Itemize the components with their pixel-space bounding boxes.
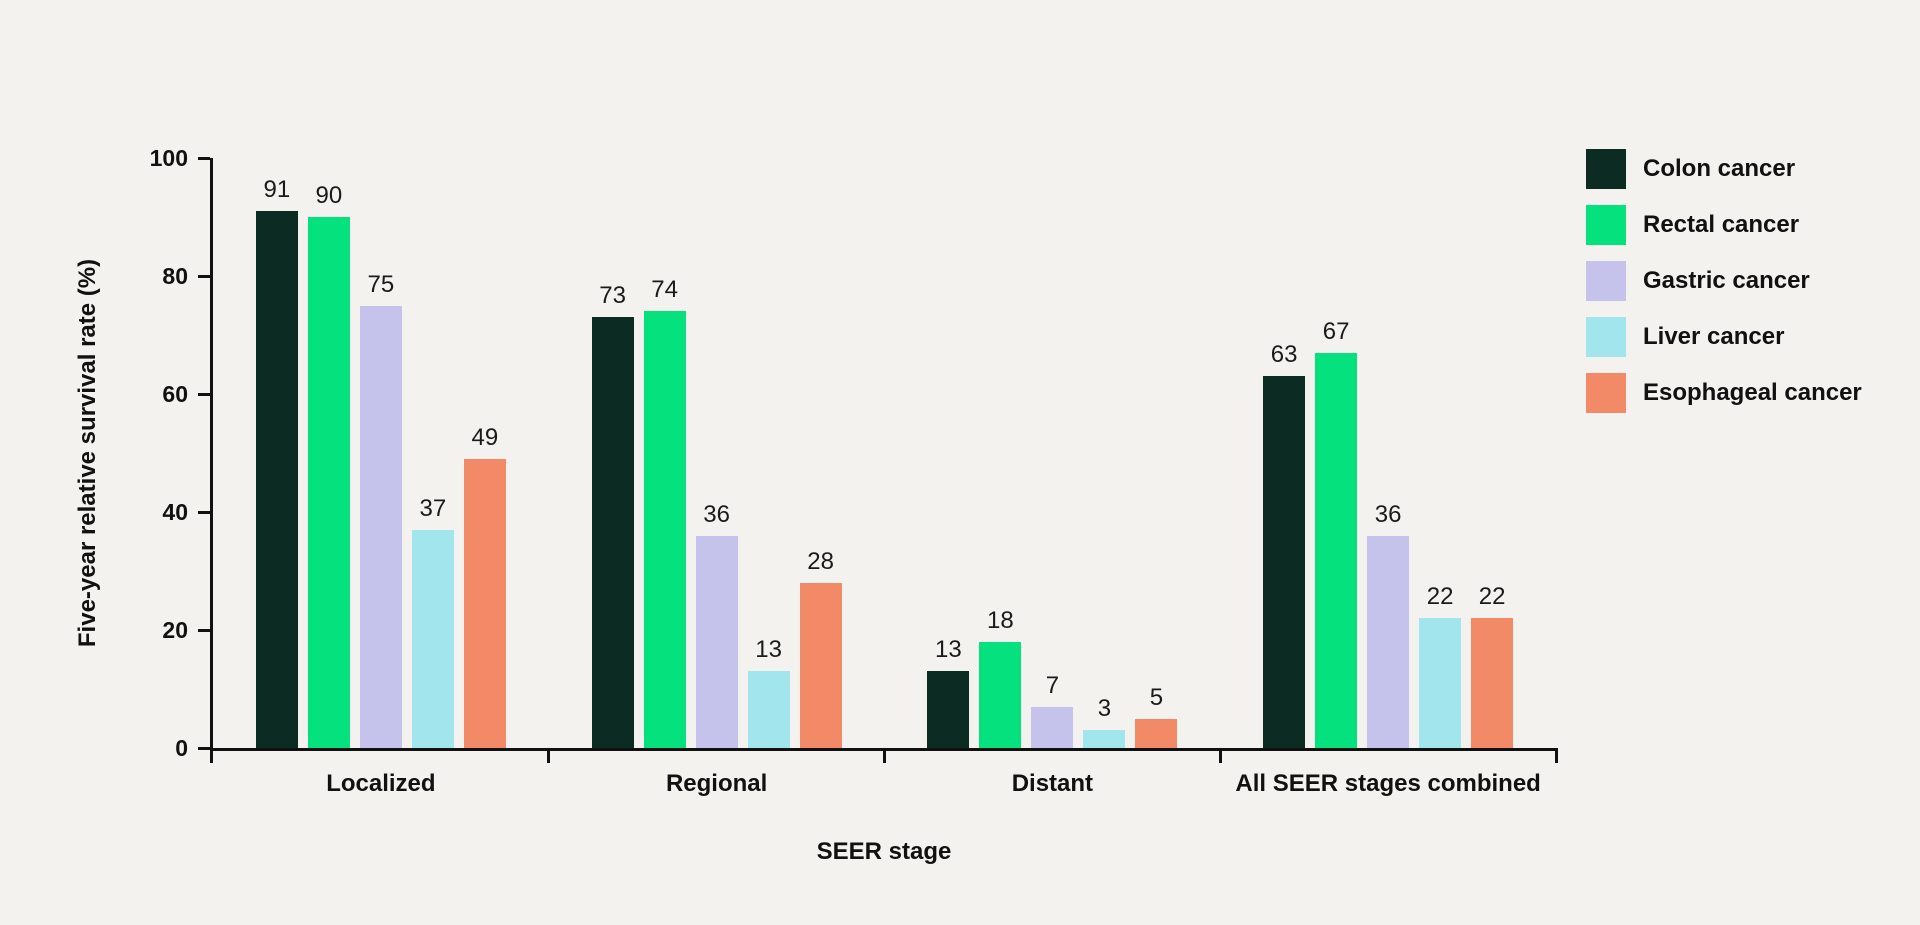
bar-value-label: 36 bbox=[1374, 500, 1402, 528]
bar-colon-cancer-all-seer-stages-combined bbox=[1263, 376, 1306, 748]
bar-value-label: 13 bbox=[935, 636, 962, 664]
legend-label: Gastric cancer bbox=[1643, 267, 1810, 294]
bar-value-label: 3 bbox=[1097, 695, 1112, 723]
bar-liver-cancer-all-seer-stages-combined bbox=[1419, 618, 1462, 748]
bar-liver-cancer-localized bbox=[411, 529, 454, 748]
legend-item: Liver cancer bbox=[1586, 317, 1916, 357]
y-tick-label: 80 bbox=[162, 263, 188, 289]
bar-value-label: 22 bbox=[1426, 583, 1454, 611]
legend-swatch bbox=[1586, 149, 1626, 189]
bar-value-label: 36 bbox=[703, 500, 730, 528]
bar-colon-cancer-distant bbox=[927, 671, 970, 748]
y-tick-label: 60 bbox=[162, 381, 188, 407]
bar-value-label: 13 bbox=[755, 636, 782, 664]
x-category-label: All SEER stages combined bbox=[1235, 770, 1541, 797]
y-tick bbox=[198, 746, 210, 750]
bar-value-label: 22 bbox=[1478, 583, 1506, 611]
y-tick-label: 40 bbox=[162, 499, 188, 525]
legend-item: Rectal cancer bbox=[1586, 205, 1916, 245]
legend-label: Rectal cancer bbox=[1643, 211, 1800, 238]
x-category-label: Regional bbox=[665, 770, 768, 797]
bar-gastric-cancer-regional bbox=[695, 535, 738, 748]
bar-liver-cancer-distant bbox=[1083, 730, 1126, 748]
legend: Colon cancer Rectal cancer Gastric cancer L… bbox=[1586, 149, 1916, 429]
legend-label: Esophageal cancer bbox=[1643, 379, 1862, 406]
bar-value-label: 74 bbox=[651, 276, 678, 304]
bar-value-label: 63 bbox=[1270, 341, 1298, 369]
bar-rectal-cancer-distant bbox=[979, 641, 1022, 748]
legend-label: Colon cancer bbox=[1643, 155, 1796, 182]
bar-value-label: 18 bbox=[987, 606, 1014, 634]
x-tick bbox=[547, 748, 551, 763]
legend-item: Colon cancer bbox=[1586, 149, 1916, 189]
bar-esophageal-cancer-regional bbox=[799, 582, 842, 748]
x-tick bbox=[1554, 748, 1558, 763]
legend-item: Esophageal cancer bbox=[1586, 373, 1916, 413]
bar-rectal-cancer-all-seer-stages-combined bbox=[1315, 352, 1358, 748]
y-tick bbox=[198, 510, 210, 514]
bar-liver-cancer-regional bbox=[747, 671, 790, 748]
bar-value-label: 75 bbox=[367, 270, 395, 298]
y-tick bbox=[198, 392, 210, 396]
bar-rectal-cancer-regional bbox=[643, 311, 686, 748]
bar-value-label: 28 bbox=[807, 547, 834, 575]
x-tick bbox=[883, 748, 886, 763]
bar-gastric-cancer-distant bbox=[1031, 706, 1074, 748]
x-axis-title: SEER stage bbox=[816, 838, 952, 865]
bar-value-label: 49 bbox=[471, 423, 499, 451]
legend-label: Liver cancer bbox=[1643, 323, 1785, 350]
y-tick-label: 20 bbox=[162, 617, 188, 643]
x-tick bbox=[1218, 748, 1222, 763]
legend-swatch bbox=[1586, 261, 1626, 301]
legend-swatch bbox=[1586, 205, 1626, 245]
y-tick-label: 0 bbox=[175, 735, 188, 761]
legend-item: Gastric cancer bbox=[1586, 261, 1916, 301]
bar-value-label: 37 bbox=[419, 494, 447, 522]
bar-value-label: 90 bbox=[315, 182, 343, 209]
x-tick bbox=[210, 748, 213, 763]
y-tick bbox=[198, 628, 210, 632]
y-tick bbox=[198, 274, 210, 278]
x-category-label: Localized bbox=[326, 770, 436, 797]
bar-rectal-cancer-localized bbox=[307, 217, 350, 748]
y-tick-label: 100 bbox=[149, 145, 188, 171]
bar-colon-cancer-localized bbox=[255, 211, 298, 748]
y-tick bbox=[198, 156, 210, 160]
legend-swatch bbox=[1586, 373, 1626, 413]
bar-value-label: 5 bbox=[1149, 683, 1164, 711]
bar-esophageal-cancer-localized bbox=[463, 458, 506, 748]
bar-esophageal-cancer-distant bbox=[1135, 718, 1178, 748]
bar-value-label: 67 bbox=[1322, 317, 1350, 345]
y-axis-line bbox=[210, 158, 213, 748]
x-category-label: Distant bbox=[1011, 770, 1094, 797]
bar-value-label: 7 bbox=[1045, 671, 1060, 699]
legend-swatch bbox=[1586, 317, 1626, 357]
bar-value-label: 73 bbox=[599, 282, 626, 310]
bar-value-label: 91 bbox=[263, 176, 291, 204]
bar-colon-cancer-regional bbox=[591, 317, 634, 748]
y-axis-title: Five-year relative survival rate (%) bbox=[74, 258, 101, 648]
bar-esophageal-cancer-all-seer-stages-combined bbox=[1471, 618, 1514, 748]
bar-gastric-cancer-localized bbox=[359, 305, 402, 748]
bar-gastric-cancer-all-seer-stages-combined bbox=[1367, 535, 1410, 748]
